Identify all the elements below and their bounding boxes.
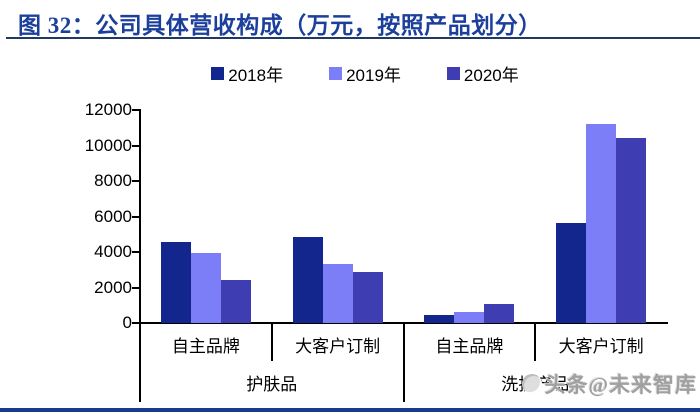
legend-item-2019: 2019年 [329,61,401,86]
y-axis-tick-label: 6000 [94,206,132,226]
y-axis-tick-label: 10000 [84,135,132,155]
legend-swatch-2020 [446,67,460,80]
bar-2020年-group3 [484,304,515,323]
bar-2019年-group1 [190,252,221,323]
legend-item-2020: 2020年 [446,61,519,86]
bar-2020年-group4 [616,137,647,323]
bar-2020年-group1 [220,280,251,323]
y-axis-tick [132,251,139,253]
bar-2020年-group2 [352,271,383,323]
x-axis-label-level1: 大客户订制 [558,337,644,356]
y-axis-line [139,109,141,402]
watermark-text: 头条@未来智库 [544,373,697,397]
legend-label-2018: 2018年 [228,66,284,85]
y-axis-tick [132,215,139,218]
y-axis-tick [132,109,139,111]
y-axis-tick [132,322,139,324]
legend-label-2020: 2020年 [463,66,519,85]
chart-legend: 2018年 2019年 2020年 [15,61,700,86]
y-axis-tick [132,286,139,289]
category-divider-short [270,323,273,361]
y-axis-tick [132,180,139,182]
x-axis-label-level1: 大客户订制 [295,337,381,356]
legend-swatch-2019 [329,67,343,80]
bar-2019年-group3 [454,312,485,324]
bar-2018年-group4 [556,222,587,323]
y-axis-tick-label: 4000 [94,242,132,261]
title-underline [6,37,700,39]
y-axis-tick-label: 0 [122,313,132,332]
bar-2019年-group4 [586,124,617,323]
y-axis-tick-label: 2000 [94,277,132,297]
x-axis-label-level1: 自主品牌 [435,337,504,356]
bar-2019年-group2 [322,264,353,323]
legend-swatch-2018 [211,67,225,80]
bar-2018年-group3 [424,315,455,323]
x-axis-label-level1: 自主品牌 [171,337,240,356]
category-divider-short [534,323,537,361]
y-axis-tick [132,144,139,147]
legend-item-2018: 2018年 [211,61,283,86]
y-axis-tick-label: 12000 [84,100,132,119]
bar-2018年-group2 [292,236,323,323]
figure-title: 图 32：公司具体营收构成（万元，按照产品划分） [18,13,542,38]
x-axis-label-level2: 护肤品 [246,375,298,394]
watermark: 头条@未来智库 [522,369,697,399]
paw-logo-icon [522,374,543,394]
bottom-divider-bar [0,408,700,412]
bar-2018年-group1 [160,242,191,323]
legend-label-2019: 2019年 [346,66,401,85]
y-axis-tick-label: 8000 [94,171,132,190]
category-divider-long [402,323,405,402]
